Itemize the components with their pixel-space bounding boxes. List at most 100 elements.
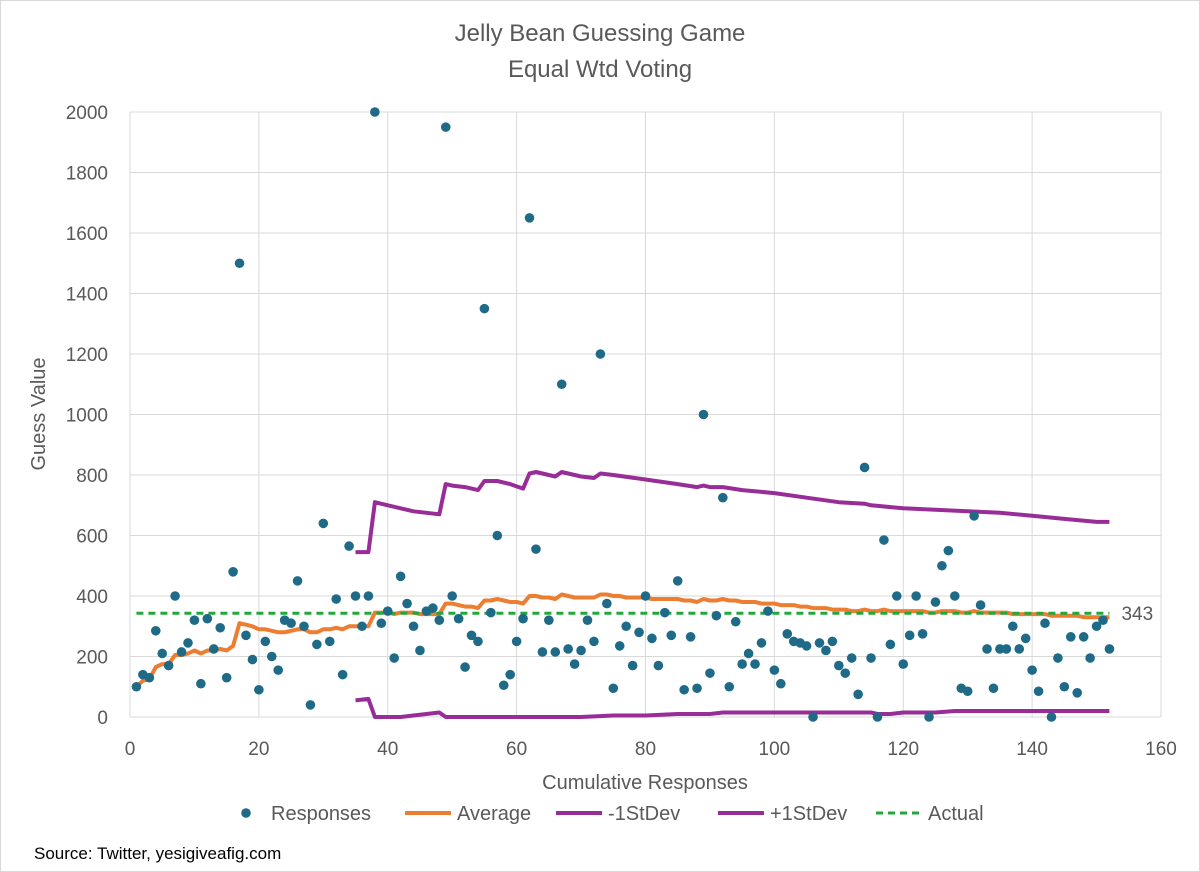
response-point <box>685 632 696 642</box>
response-point <box>286 618 296 629</box>
response-point <box>318 518 329 529</box>
response-point <box>428 603 438 613</box>
response-point <box>473 636 483 647</box>
response-point <box>415 645 425 656</box>
response-point <box>170 591 180 601</box>
response-point <box>382 606 393 616</box>
response-point <box>531 544 541 554</box>
response-point <box>1104 644 1115 654</box>
response-point <box>1059 681 1070 692</box>
x-tick-label: 100 <box>759 739 791 760</box>
legend: Responses Average -1StDev +1StDev Actual <box>241 803 984 825</box>
legend-item: -1StDev <box>556 803 680 825</box>
response-point <box>357 621 367 632</box>
response-point <box>550 647 561 657</box>
response-point <box>569 659 580 669</box>
response-point <box>602 598 612 609</box>
response-point <box>1014 644 1025 654</box>
response-point <box>537 647 548 657</box>
response-point <box>582 615 593 625</box>
legend-label: Responses <box>271 803 371 825</box>
response-point <box>1027 665 1037 675</box>
series-plus-1stdev-line <box>355 470 1110 555</box>
response-point <box>962 686 973 697</box>
source-note: Source: Twitter, yesigiveafig.com <box>34 844 282 863</box>
response-point <box>376 618 387 629</box>
y-tick-label: 2000 <box>66 103 108 124</box>
response-point <box>653 660 664 671</box>
response-point <box>331 594 342 604</box>
response-point <box>705 668 715 678</box>
response-point <box>866 653 876 663</box>
response-point <box>666 630 677 641</box>
chart-title: Jelly Bean Guessing Game <box>455 20 746 47</box>
response-point <box>1046 712 1057 722</box>
series-minus-1stdev-line <box>355 696 1110 719</box>
response-point <box>208 644 219 654</box>
response-point <box>988 683 999 694</box>
response-point <box>750 659 760 669</box>
response-point <box>924 712 934 722</box>
x-tick-label: 20 <box>248 739 269 760</box>
legend-item: +1StDev <box>718 803 847 825</box>
response-point <box>904 630 915 641</box>
actual-value-label: 343 <box>1121 604 1153 625</box>
response-point <box>1033 686 1044 697</box>
response-point <box>466 630 477 641</box>
y-tick-label: 1800 <box>66 164 108 185</box>
response-point <box>479 303 490 314</box>
response-point <box>679 684 689 695</box>
response-point <box>370 107 380 117</box>
response-point <box>189 615 200 625</box>
chart-subtitle: Equal Wtd Voting <box>508 56 692 83</box>
response-point <box>859 462 870 473</box>
response-point <box>486 607 496 618</box>
response-point <box>260 636 271 647</box>
response-point <box>215 622 226 633</box>
series-average-line <box>135 592 1110 689</box>
response-point <box>1053 653 1063 663</box>
response-point <box>595 349 606 359</box>
response-point <box>337 669 348 680</box>
response-point <box>1040 618 1050 629</box>
response-point <box>254 684 264 695</box>
response-point <box>492 530 503 541</box>
response-point <box>395 571 406 582</box>
response-point <box>814 638 825 648</box>
response-point <box>241 630 251 641</box>
x-tick-label: 80 <box>635 739 656 760</box>
response-point <box>840 668 851 678</box>
response-point <box>1085 653 1095 663</box>
response-point <box>324 636 335 647</box>
response-point <box>1091 621 1102 632</box>
response-point <box>556 379 567 390</box>
response-point <box>589 636 599 647</box>
response-point <box>266 651 277 662</box>
response-point <box>950 591 960 601</box>
x-tick-label: 60 <box>506 739 527 760</box>
response-point <box>917 629 928 639</box>
legend-item: Responses <box>241 803 371 825</box>
response-point <box>711 610 722 621</box>
response-point <box>756 638 767 648</box>
response-point <box>640 591 651 601</box>
legend-label: Actual <box>928 803 984 825</box>
response-point <box>524 213 535 223</box>
y-tick-label: 200 <box>76 648 108 669</box>
y-tick-label: 1200 <box>66 345 108 366</box>
x-tick-label: 160 <box>1145 739 1177 760</box>
legend-item: Average <box>405 803 531 825</box>
response-point <box>608 683 619 694</box>
x-tick-label: 0 <box>125 739 136 760</box>
response-point <box>621 621 631 632</box>
response-point <box>196 678 206 689</box>
response-point <box>563 644 573 654</box>
response-point <box>505 669 515 680</box>
response-point <box>292 576 303 586</box>
response-point <box>627 660 638 671</box>
response-point <box>776 678 786 689</box>
response-point <box>692 683 702 694</box>
response-point <box>350 591 361 601</box>
response-point <box>221 672 232 683</box>
response-point <box>460 662 470 672</box>
